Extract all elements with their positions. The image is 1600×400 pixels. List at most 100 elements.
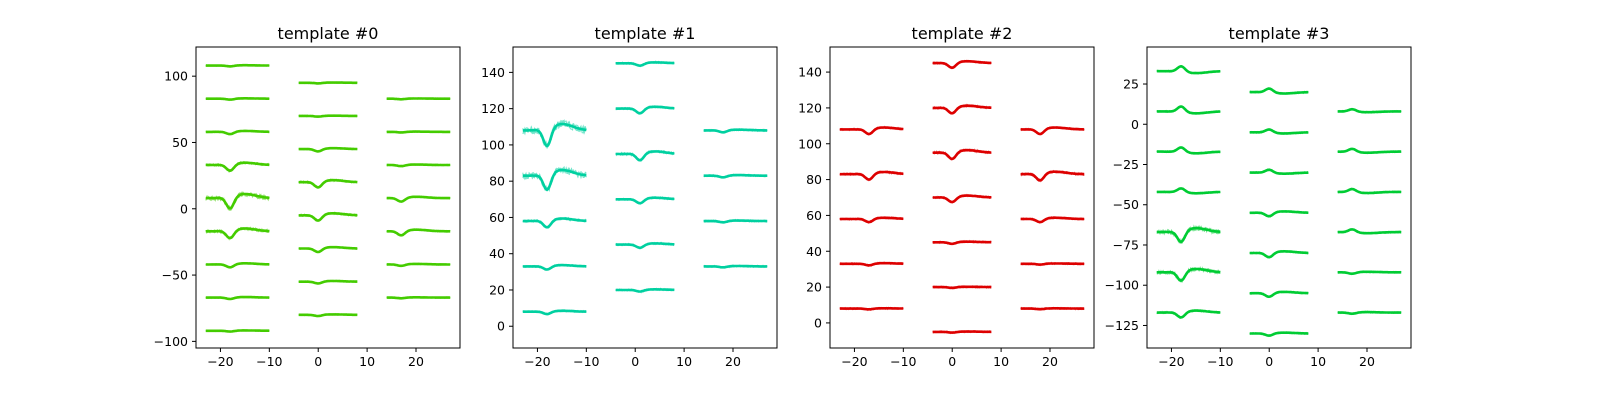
waveform-mean-2-1 — [1020, 170, 1085, 182]
x-tick-label: 20 — [1042, 354, 1058, 369]
y-tick-label: 120 — [481, 101, 505, 116]
waveform-mean-0-5 — [1156, 267, 1221, 282]
waveform-mean-0-1 — [205, 97, 270, 101]
waveform-mean-0-4 — [839, 307, 904, 311]
x-tick-label: 10 — [993, 354, 1009, 369]
y-tick-label: 60 — [806, 208, 822, 223]
waveform-mean-1-2 — [1249, 168, 1309, 175]
waveform-mean-0-2 — [839, 216, 904, 224]
waveform-mean-0-0 — [839, 126, 904, 136]
waveform-mean-0-2 — [1156, 146, 1221, 155]
y-tick-label: 0 — [180, 201, 188, 216]
x-tick-label: −20 — [207, 354, 233, 369]
waveform-mean-2-1 — [1337, 147, 1402, 155]
x-tick-label: 10 — [676, 354, 692, 369]
chart-panel-1: −20 −10 0 10 20 0 20 40 60 80 100 120 140 template #1 — [481, 24, 778, 369]
waveform-mean-2-0 — [1020, 126, 1085, 136]
y-tick-label: 0 — [1131, 117, 1139, 132]
chart-title: template #1 — [595, 24, 696, 43]
x-tick-label: −10 — [256, 354, 282, 369]
y-tick-label: 140 — [481, 65, 505, 80]
waveform-mean-2-0 — [386, 97, 451, 101]
waveform-mean-0-3 — [522, 263, 587, 271]
y-tick-label: −50 — [162, 268, 188, 283]
x-tick-label: −20 — [524, 354, 550, 369]
waveform-mean-1-0 — [615, 61, 675, 67]
waveform-mean-0-0 — [522, 122, 587, 148]
y-tick-label: 80 — [489, 174, 505, 189]
waveform-mean-2-3 — [1020, 262, 1085, 266]
y-tick-label: 100 — [798, 136, 822, 151]
waveform-mean-1-3 — [932, 194, 992, 204]
waveform-mean-0-2 — [205, 129, 270, 136]
y-tick-label: 20 — [806, 280, 822, 295]
waveform-mean-0-0 — [1156, 65, 1221, 75]
waveform-mean-0-4 — [205, 192, 270, 210]
waveform-mean-1-2 — [298, 146, 358, 153]
x-tick-label: 0 — [1265, 354, 1273, 369]
waveform-mean-1-4 — [932, 240, 992, 246]
waveform-mean-2-2 — [703, 219, 768, 224]
waveform-mean-1-3 — [298, 178, 358, 189]
waveform-mean-1-3 — [615, 196, 675, 205]
chart-title: template #0 — [278, 24, 379, 43]
x-tick-label: −10 — [1207, 354, 1233, 369]
waveform-mean-0-2 — [522, 217, 587, 229]
waveform-mean-1-1 — [298, 114, 358, 118]
x-tick-label: −20 — [841, 354, 867, 369]
waveform-mean-1-1 — [1249, 128, 1309, 135]
waveform-mean-2-3 — [703, 264, 768, 269]
chart-panel-3: −20 −10 0 10 20−125−100−75−50−25025template … — [1105, 24, 1412, 369]
waveform-mean-1-5 — [298, 245, 358, 254]
waveform-mean-0-7 — [205, 295, 270, 301]
waveform-mean-1-7 — [298, 313, 358, 318]
waveform-mean-0-4 — [522, 309, 587, 316]
y-tick-label: 80 — [806, 172, 822, 187]
waveform-mean-1-4 — [298, 212, 358, 222]
waveform-mean-0-1 — [522, 168, 587, 192]
waveform-mean-1-1 — [932, 104, 992, 115]
waveform-mean-2-1 — [386, 130, 451, 134]
waveform-mean-0-6 — [1156, 309, 1221, 319]
axes-frame — [512, 46, 778, 349]
waveform-mean-0-8 — [205, 329, 270, 333]
waveform-mean-2-4 — [1337, 270, 1402, 275]
waveform-mean-1-1 — [615, 105, 675, 115]
y-tick-label: 0 — [497, 319, 505, 334]
x-tick-label: 20 — [1359, 354, 1375, 369]
x-tick-label: 10 — [1310, 354, 1326, 369]
waveform-mean-0-3 — [839, 261, 904, 267]
y-tick-label: −100 — [1105, 278, 1139, 293]
y-tick-label: −75 — [1113, 237, 1139, 252]
y-tick-label: 100 — [481, 137, 505, 152]
y-tick-label: −50 — [1113, 197, 1139, 212]
chart-panel-2: −20 −10 0 10 20 0 20 40 60 80 100 120 140 template #2 — [798, 24, 1095, 369]
x-tick-label: 0 — [314, 354, 322, 369]
waveform-mean-2-4 — [386, 228, 451, 237]
waveform-mean-2-4 — [1020, 307, 1085, 311]
y-tick-label: 100 — [164, 69, 188, 84]
x-tick-label: 10 — [359, 354, 375, 369]
waveform-mean-2-5 — [386, 262, 451, 268]
y-tick-label: 60 — [489, 210, 505, 225]
waveform-mean-1-0 — [932, 59, 992, 69]
x-tick-label: 0 — [948, 354, 956, 369]
waveform-mean-1-4 — [1249, 250, 1309, 259]
x-tick-label: 20 — [408, 354, 424, 369]
y-tick-label: 20 — [489, 282, 505, 297]
waveform-mean-2-6 — [386, 296, 451, 300]
axes-frame — [829, 46, 1095, 349]
y-tick-label: 140 — [798, 65, 822, 80]
y-tick-label: −125 — [1105, 318, 1139, 333]
x-tick-label: 0 — [631, 354, 639, 369]
chart-title: template #2 — [912, 24, 1013, 43]
axes-frame — [1146, 46, 1412, 349]
waveform-mean-1-5 — [615, 288, 675, 293]
waveform-mean-2-3 — [1337, 228, 1402, 235]
waveform-mean-2-2 — [1020, 216, 1085, 224]
x-tick-label: 20 — [725, 354, 741, 369]
waveform-mean-0-1 — [839, 170, 904, 181]
waveform-mean-1-0 — [298, 81, 358, 85]
waveform-mean-1-5 — [932, 285, 992, 290]
